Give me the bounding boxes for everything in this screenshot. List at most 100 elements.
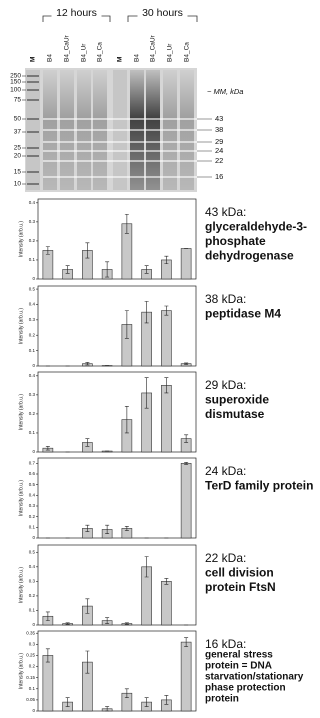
error-bar — [184, 362, 189, 365]
y-tick-label: 0.6 — [29, 471, 36, 476]
bar — [42, 655, 54, 712]
error-bar — [164, 377, 169, 394]
error-bar — [65, 622, 70, 625]
marker-band — [27, 75, 39, 77]
error-bar — [65, 265, 70, 274]
bar — [180, 463, 192, 539]
band-label: 16 — [215, 172, 223, 181]
y-tick-label: 0.5 — [29, 549, 36, 554]
marker-band — [27, 118, 39, 120]
plot-frame — [37, 371, 197, 453]
y-tick-label: 0.1 — [29, 608, 36, 613]
chart-description: peptidase M4 — [205, 307, 281, 321]
lane-label: M — [117, 57, 124, 62]
band-label: 29 — [215, 137, 223, 146]
lane-label: M — [30, 57, 37, 62]
marker-band — [27, 147, 39, 149]
error-bar — [144, 377, 149, 409]
lane-label: B4_Ca — [97, 42, 104, 62]
error-bar — [65, 697, 70, 707]
error-bar — [124, 688, 129, 698]
y-tick-label: 0.5 — [29, 286, 36, 291]
y-tick-label: 0.2 — [29, 411, 36, 416]
marker-label: 50 — [14, 116, 22, 123]
y-tick-label: 0.05 — [26, 697, 35, 702]
bar — [180, 641, 192, 712]
group-bg — [51, 6, 102, 20]
marker-label: 25 — [14, 145, 22, 152]
y-axis-label: Intensity (arb.u.) — [18, 653, 24, 689]
marker-label: 250 — [10, 73, 21, 80]
y-axis-label: Intensity (arb.u.) — [18, 308, 24, 344]
chart-title: 29 kDa: — [205, 378, 246, 392]
y-tick-label: 0.4 — [29, 200, 36, 205]
chart-title: 38 kDa: — [205, 292, 246, 306]
marker-band — [27, 155, 39, 157]
y-tick-label: 0.3 — [29, 392, 36, 397]
chart-description: general stress — [205, 650, 273, 661]
band-label: 38 — [215, 125, 223, 134]
plot-frame — [37, 457, 197, 539]
bar — [161, 581, 172, 626]
error-bar — [124, 405, 129, 434]
chart-description: starvation/stationary — [205, 672, 304, 683]
error-bar — [144, 556, 149, 578]
y-tick-label: 0.4 — [29, 373, 36, 378]
plot-frame — [37, 198, 197, 280]
y-tick-label: 0.25 — [26, 653, 35, 658]
bar — [161, 310, 172, 367]
error-bar — [124, 622, 129, 625]
chart-description: TerD family protein — [205, 479, 313, 493]
y-tick-label: 0 — [32, 708, 35, 713]
chart-description: protein — [205, 694, 239, 705]
lane-label: B4 — [134, 54, 141, 62]
group-label: 12 hours — [56, 7, 97, 19]
chart-description: dehydrogenase — [205, 249, 294, 263]
y-tick-label: 0.2 — [29, 593, 36, 598]
chart-description: protein FtsN — [205, 580, 276, 594]
error-bar — [45, 648, 50, 663]
y-tick-label: 0 — [32, 622, 35, 627]
y-tick-label: 0.3 — [29, 503, 36, 508]
chart-description: cell division — [205, 566, 274, 580]
plot-frame — [37, 630, 197, 712]
marker-label: 150 — [10, 79, 21, 86]
error-bar — [124, 525, 129, 531]
error-bar — [85, 242, 90, 259]
y-tick-label: 0.4 — [29, 564, 36, 569]
chart-description: phase protection — [205, 683, 286, 694]
error-bar — [144, 301, 149, 324]
chart-description: protein = DNA — [205, 661, 272, 672]
y-tick-label: 0.2 — [29, 332, 36, 337]
y-tick-label: 0.2 — [29, 514, 36, 519]
error-bar — [144, 697, 149, 707]
marker-label: 100 — [10, 87, 21, 94]
lane-label: B4_Ur — [167, 43, 174, 62]
y-tick-label: 0.3 — [29, 579, 36, 584]
y-tick-label: 0.1 — [29, 525, 36, 530]
bar — [161, 385, 172, 453]
marker-label: 10 — [14, 181, 22, 188]
chart-description: dismutase — [205, 407, 265, 421]
error-bar — [105, 524, 110, 535]
error-bar — [85, 650, 90, 674]
error-bar — [105, 261, 110, 278]
marker-label: 20 — [14, 153, 22, 160]
band-label: 24 — [215, 146, 223, 155]
error-bar — [45, 246, 50, 255]
y-axis-label: Intensity (arb.u.) — [18, 221, 24, 257]
plot-frame — [37, 285, 197, 367]
y-tick-label: 0.35 — [26, 630, 35, 635]
y-axis-label: Intensity (arb.u.) — [18, 480, 24, 516]
error-bar — [85, 598, 90, 614]
y-tick-label: 0.3 — [29, 317, 36, 322]
marker-band — [27, 89, 39, 91]
y-tick-label: 0.1 — [29, 430, 36, 435]
chart-title: 24 kDa: — [205, 464, 246, 478]
y-tick-label: 0.1 — [29, 686, 36, 691]
error-bar — [85, 524, 90, 532]
error-bar — [105, 617, 110, 624]
y-tick-label: 0 — [32, 363, 35, 368]
band-label: 43 — [215, 114, 223, 123]
error-bar — [144, 265, 149, 274]
